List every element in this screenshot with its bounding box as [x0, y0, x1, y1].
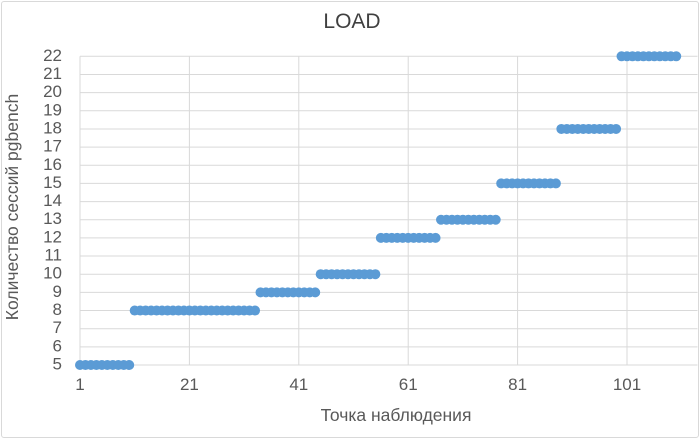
- svg-text:Точка наблюдения: Точка наблюдения: [321, 405, 472, 425]
- svg-text:12: 12: [43, 227, 62, 246]
- svg-text:9: 9: [53, 282, 62, 301]
- svg-text:8: 8: [53, 300, 62, 319]
- svg-text:61: 61: [399, 375, 418, 394]
- svg-text:1: 1: [75, 375, 84, 394]
- svg-text:5: 5: [53, 355, 62, 374]
- svg-text:6: 6: [53, 336, 62, 355]
- svg-text:21: 21: [180, 375, 199, 394]
- svg-text:20: 20: [43, 82, 62, 101]
- svg-text:11: 11: [44, 246, 62, 265]
- svg-text:7: 7: [53, 318, 62, 337]
- svg-text:18: 18: [43, 118, 62, 137]
- svg-text:19: 19: [43, 100, 62, 119]
- svg-text:15: 15: [43, 173, 62, 192]
- svg-text:14: 14: [43, 191, 62, 210]
- svg-text:101: 101: [613, 375, 641, 394]
- svg-text:21: 21: [43, 64, 62, 83]
- svg-text:16: 16: [43, 155, 62, 174]
- svg-text:22: 22: [43, 46, 62, 65]
- svg-text:17: 17: [43, 137, 62, 156]
- svg-text:81: 81: [508, 375, 527, 394]
- svg-text:41: 41: [289, 375, 308, 394]
- svg-text:13: 13: [43, 209, 62, 228]
- svg-text:10: 10: [43, 264, 62, 283]
- svg-text:Количество сессий pgbench: Количество сессий pgbench: [2, 94, 22, 320]
